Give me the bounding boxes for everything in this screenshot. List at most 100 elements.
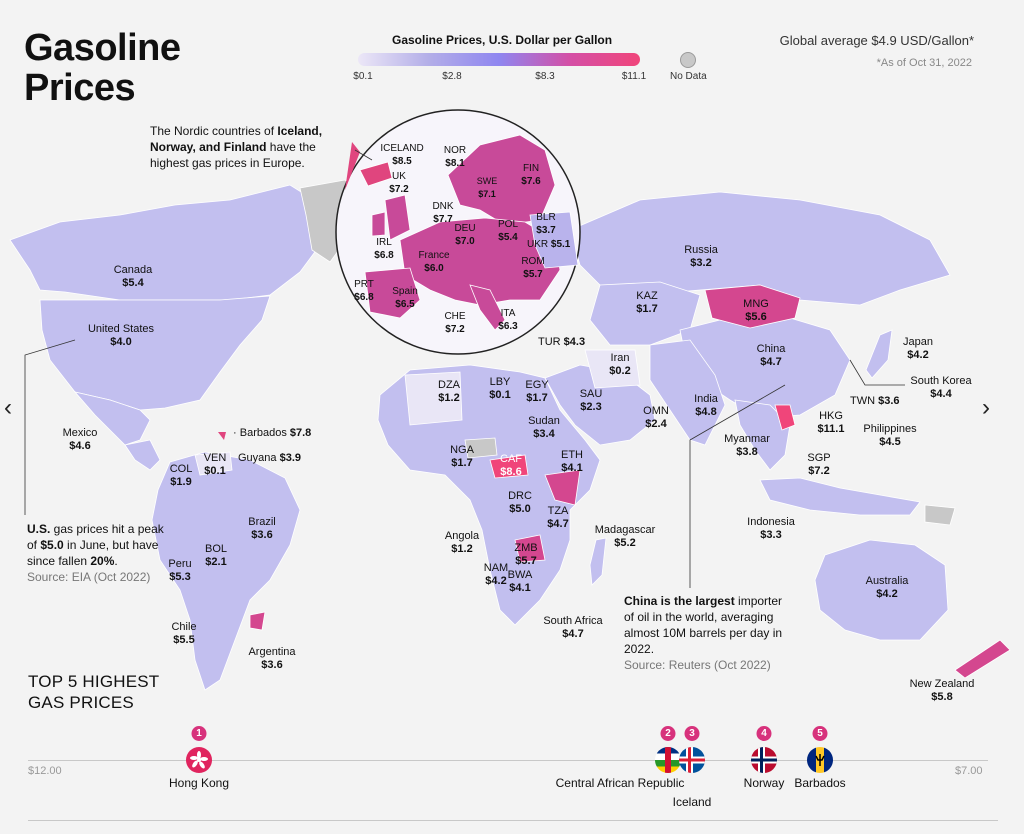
mexico-shape — [73, 391, 151, 446]
canada-shape — [9, 184, 331, 301]
china-leader-line — [689, 384, 786, 588]
country-label-zambia: ZMB $5.7 — [514, 542, 538, 567]
europe-label-norway: NOR $8.1 — [443, 145, 467, 169]
legend-tick: $8.3 — [535, 71, 555, 82]
rank-badge: 3 — [684, 726, 700, 741]
europe-label-italy: ITA $6.3 — [498, 308, 518, 332]
legend-title: Gasoline Prices, U.S. Dollar per Gallon — [392, 33, 613, 47]
top5-title-line: GAS PRICES — [28, 693, 134, 712]
country-label-japan: Japan $4.2 — [903, 336, 933, 361]
country-label-car: CAF $8.6 — [500, 453, 522, 478]
scale-max-label: $7.00 — [955, 765, 983, 777]
top5-country-name: Hong Kong — [168, 776, 230, 790]
country-label-peru: Peru $5.3 — [168, 558, 192, 583]
chevron-right-icon[interactable]: › — [982, 394, 990, 421]
note-bold: Iceland, Norway, and Finland — [150, 124, 323, 154]
rank-badge: 1 — [191, 726, 207, 741]
us-note: U.S. gas prices hit a peak of $5.0 in Ju… — [27, 521, 167, 585]
country-label-hong-kong: HKG $11.1 — [817, 410, 845, 435]
caf-shape — [489, 454, 529, 479]
hongkong-shape — [774, 404, 796, 431]
country-label-angola: Angola $1.2 — [444, 530, 480, 555]
country-label-saudi-arabia: SAU $2.3 — [579, 388, 603, 413]
legend-tick: $11.1 — [621, 71, 647, 82]
page-title: Gasoline Prices — [24, 27, 181, 109]
indonesia-shape — [759, 477, 921, 516]
europe-label-sweden: SWE $7.1 — [476, 176, 498, 199]
country-label-singapore: SGP $7.2 — [807, 452, 831, 477]
scandinavia-shape — [447, 134, 556, 226]
europe-label-romania: ROM $5.7 — [521, 256, 545, 280]
italy-shape — [469, 284, 506, 331]
country-label-madagascar: Madagascar $5.2 — [594, 524, 656, 549]
usa-shape — [39, 295, 271, 411]
ireland-shape — [371, 211, 386, 237]
rank-badge: 2 — [660, 726, 676, 741]
note-text: . — [114, 554, 118, 568]
venezuela-shape — [194, 451, 233, 476]
nz-shape — [954, 639, 1011, 679]
hong-kong-flag-icon — [186, 747, 212, 773]
europe-label-belarus: BLR $3.7 — [536, 212, 556, 236]
se-asia-shape — [734, 399, 791, 471]
country-label-iran: Iran $0.2 — [609, 352, 631, 377]
country-label-canada: Canada $5.4 — [113, 264, 153, 289]
country-label-mexico: Mexico $4.6 — [62, 427, 98, 452]
country-label-argentina: Argentina $3.6 — [248, 646, 296, 671]
country-label-venezuela: VEN $0.1 — [203, 452, 227, 477]
country-label-myanmar: Myanmar $3.8 — [724, 433, 770, 458]
country-label-barbados: · Barbados $7.8 — [233, 427, 312, 439]
country-label-bolivia: BOL $2.1 — [204, 543, 228, 568]
legend-tick: $2.8 — [442, 71, 462, 82]
iceland-pointer — [345, 142, 360, 190]
no-data-swatch — [680, 52, 696, 68]
europe-label-finland: FIN $7.6 — [521, 163, 541, 187]
iran-shape — [584, 349, 641, 389]
country-label-oman: OMN $2.4 — [643, 405, 669, 430]
country-label-turkey: TUR $4.3 — [538, 336, 586, 348]
mongolia-shape — [704, 284, 801, 329]
legend-color-scale — [358, 53, 640, 66]
country-label-libya: LBY $0.1 — [489, 376, 511, 401]
country-label-sudan: Sudan $3.4 — [528, 415, 560, 440]
central-asia-shape — [589, 281, 701, 346]
country-label-namibia: NAM $4.2 — [483, 562, 509, 587]
east-africa-shape — [544, 469, 581, 506]
as-of-date: *As of Oct 31, 2022 — [876, 57, 972, 69]
country-label-india: India $4.8 — [694, 393, 718, 418]
top5-country-name: Iceland — [672, 795, 712, 809]
no-data-label: No Data — [670, 71, 707, 82]
china-note: China is the largest importer of oil in … — [624, 593, 794, 673]
europe-label-germany: DEU $7.0 — [454, 223, 476, 247]
zambia-shape — [514, 534, 546, 563]
country-label-russia: Russia $3.2 — [684, 244, 718, 269]
rank-badge: 5 — [812, 726, 828, 741]
uruguay-shape — [249, 611, 266, 631]
country-label-united-states: United States $4.0 — [87, 323, 155, 348]
country-label-australia: Australia $4.2 — [865, 575, 909, 600]
barbados-marker — [218, 432, 226, 440]
algeria-shape — [404, 371, 463, 426]
note-text: gas prices hit a peak of — [27, 522, 164, 552]
chevron-left-icon[interactable]: ‹ — [4, 394, 12, 421]
note-source: Source: EIA (Oct 2022) — [27, 570, 151, 584]
country-label-nigeria: NGA $1.7 — [450, 444, 474, 469]
central-african-republic-flag-icon — [655, 747, 681, 773]
us-leader-line — [24, 339, 76, 515]
country-label-mongolia: MNG $5.6 — [743, 298, 769, 323]
europe-label-switzerland: CHE $7.2 — [444, 311, 466, 335]
south-america-shape — [151, 451, 301, 691]
nordic-leader-line — [354, 149, 373, 161]
europe-label-ireland: IRL $6.8 — [374, 237, 394, 261]
country-label-south-korea: South Korea $4.4 — [910, 375, 972, 400]
australia-shape — [814, 539, 949, 641]
nodata-sahara-shape — [464, 437, 498, 459]
note-bold: China is the largest — [624, 594, 735, 608]
note-source: Source: Reuters (Oct 2022) — [624, 658, 771, 672]
country-label-china: China $4.7 — [756, 343, 786, 368]
note-bold: 20% — [90, 554, 115, 568]
scale-min-label: $12.00 — [28, 765, 62, 777]
iceland-shape — [359, 161, 393, 187]
legend-tick: $0.1 — [353, 71, 373, 82]
